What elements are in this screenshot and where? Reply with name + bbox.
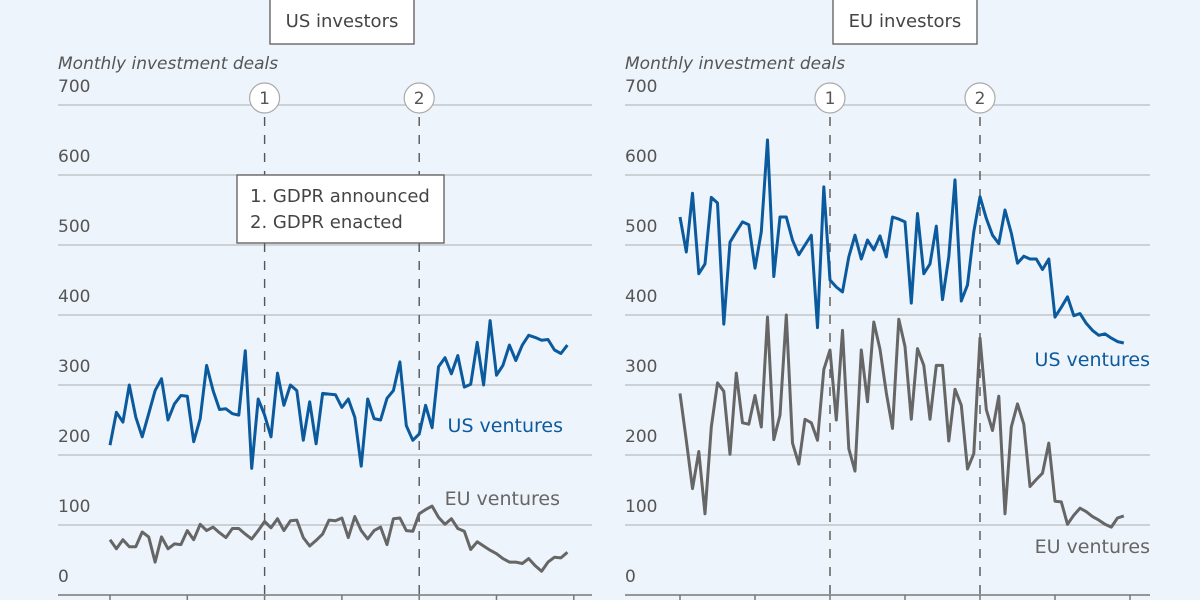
event-marker <box>403 82 435 114</box>
event-marker <box>814 82 846 114</box>
y-tick-label: 0 <box>58 567 69 587</box>
series-label: EU ventures <box>1035 536 1150 558</box>
y-axis-label: Monthly investment deals <box>625 54 845 74</box>
y-tick-label: 500 <box>625 217 657 237</box>
series-line-eu-ventures <box>108 504 569 573</box>
series-label: US ventures <box>448 415 563 437</box>
series-line-us-ventures <box>678 138 1125 345</box>
event-marker <box>249 82 281 114</box>
event-legend-item: 1. GDPR announced <box>250 186 430 207</box>
y-tick-label: 700 <box>625 77 657 97</box>
series-label: EU ventures <box>445 488 560 510</box>
y-tick-label: 700 <box>58 77 90 97</box>
panel-title: EU investors <box>849 11 962 32</box>
series-line-us-ventures <box>108 319 569 470</box>
series-line-eu-ventures <box>678 313 1125 529</box>
y-tick-label: 100 <box>58 497 90 517</box>
panel-us-investors: US investors Monthly investment deals 0 100… <box>58 0 592 600</box>
y-tick-label: 400 <box>625 287 657 307</box>
y-tick-label: 300 <box>625 357 657 377</box>
event-marker-label: 2 <box>975 89 986 109</box>
y-tick-label: 0 <box>625 567 636 587</box>
y-tick-label: 500 <box>58 217 90 237</box>
panel-title-box <box>832 0 978 45</box>
panel-title-box <box>269 0 415 45</box>
y-tick-label: 200 <box>625 427 657 447</box>
event-marker-label: 1 <box>259 89 270 109</box>
y-tick-label: 300 <box>58 357 90 377</box>
event-legend-item: 2. GDPR enacted <box>250 212 403 233</box>
panel-title: US investors <box>286 11 399 32</box>
event-marker-label: 1 <box>825 89 836 109</box>
event-marker <box>964 82 996 114</box>
y-tick-label: 600 <box>58 147 90 167</box>
y-tick-label: 100 <box>625 497 657 517</box>
y-axis-label: Monthly investment deals <box>58 54 278 74</box>
y-tick-label: 200 <box>58 427 90 447</box>
event-legend-box <box>236 174 445 244</box>
y-tick-label: 600 <box>625 147 657 167</box>
y-tick-label: 400 <box>58 287 90 307</box>
series-label: US ventures <box>1035 349 1150 371</box>
panel-eu-investors: EU investors Monthly investment deals 0 100… <box>625 0 1150 600</box>
event-marker-label: 2 <box>414 89 425 109</box>
